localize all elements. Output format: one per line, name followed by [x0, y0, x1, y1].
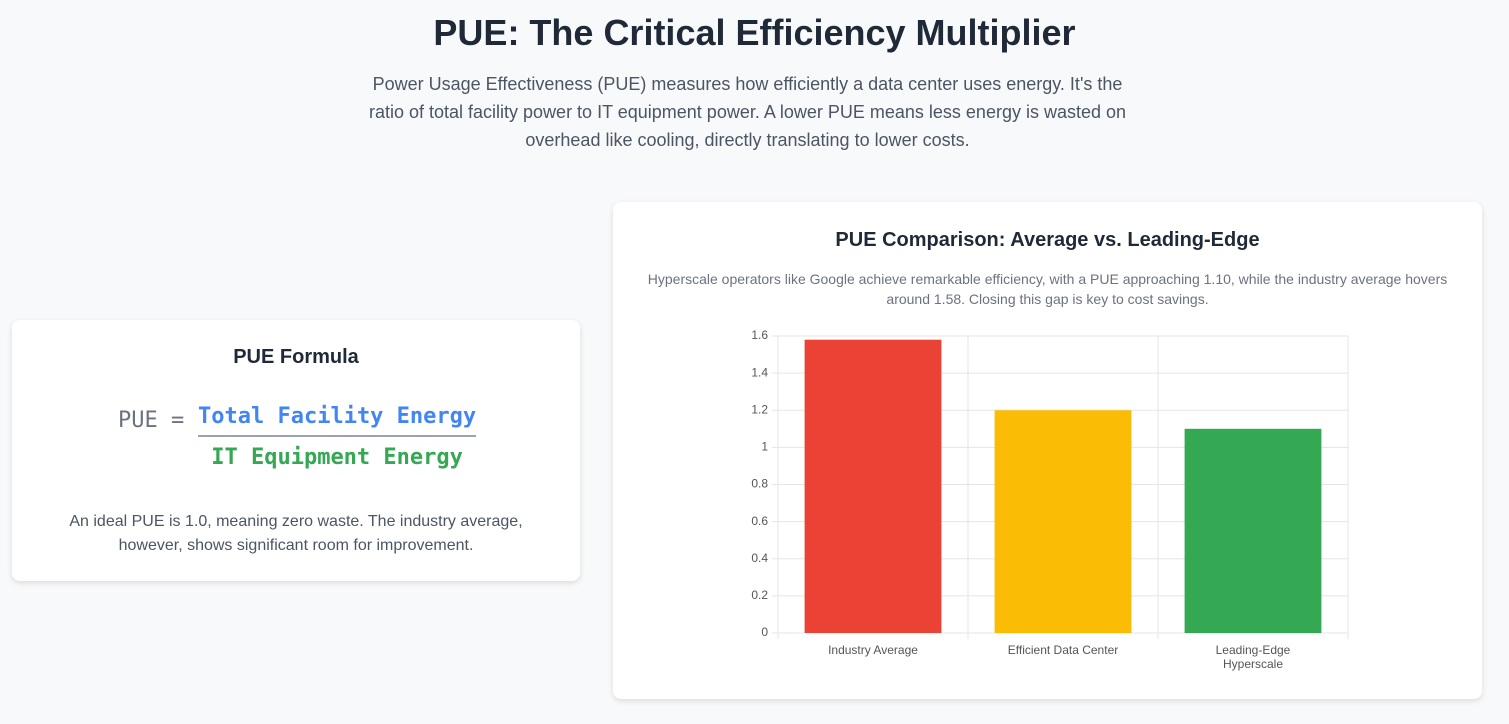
- x-tick-label: Hyperscale: [1223, 657, 1283, 671]
- note: An ideal PUE is 1.0, meaning zero waste.…: [69, 513, 523, 554]
- y-tick-label: 1.6: [751, 328, 768, 342]
- equals: =: [171, 408, 185, 433]
- page-title: PUE: The Critical Efficiency Multiplier: [433, 12, 1076, 53]
- chart-title: PUE Comparison: Average vs. Leading-Edge: [835, 229, 1260, 251]
- x-tick-label: Efficient Data Center: [1008, 643, 1119, 657]
- x-tick-label: Leading-Edge: [1216, 643, 1291, 657]
- chart-card: PUE Comparison: Average vs. Leading-Edge…: [613, 202, 1482, 699]
- denominator: IT Equipment Energy: [211, 445, 463, 470]
- lhs: PUE: [118, 408, 158, 433]
- y-tick-label: 1.4: [751, 365, 768, 379]
- intro: Power Usage Effectiveness (PUE) measures…: [368, 74, 1127, 150]
- card-title: PUE Formula: [233, 346, 359, 368]
- chart: 0 0.2 0.4 0.6 0.8 1 1.2 1.4 1.6 Industry Average E…: [751, 328, 1349, 671]
- y-tick-label: 0.6: [751, 514, 768, 528]
- formula-card: PUE Formula PUE = Total Facility Energy …: [12, 320, 580, 581]
- fraction: Total Facility Energy IT Equipment Energ…: [198, 404, 477, 470]
- formula-lhs: PUE =: [118, 408, 184, 433]
- y-tick-label: 0: [761, 625, 768, 639]
- bar: [994, 410, 1132, 633]
- y-tick-label: 0.2: [751, 588, 768, 602]
- y-tick-label: 1.2: [751, 402, 768, 416]
- y-tick-label: 0.8: [751, 477, 768, 491]
- numerator: Total Facility Energy: [198, 404, 477, 437]
- y-tick-label: 1: [761, 440, 768, 454]
- x-tick-label: Industry Average: [828, 643, 918, 657]
- y-tick-label: 0.4: [751, 551, 768, 565]
- chart-subtitle: Hyperscale operators like Google achieve…: [647, 271, 1448, 307]
- bar: [804, 339, 942, 633]
- bar: [1184, 428, 1322, 633]
